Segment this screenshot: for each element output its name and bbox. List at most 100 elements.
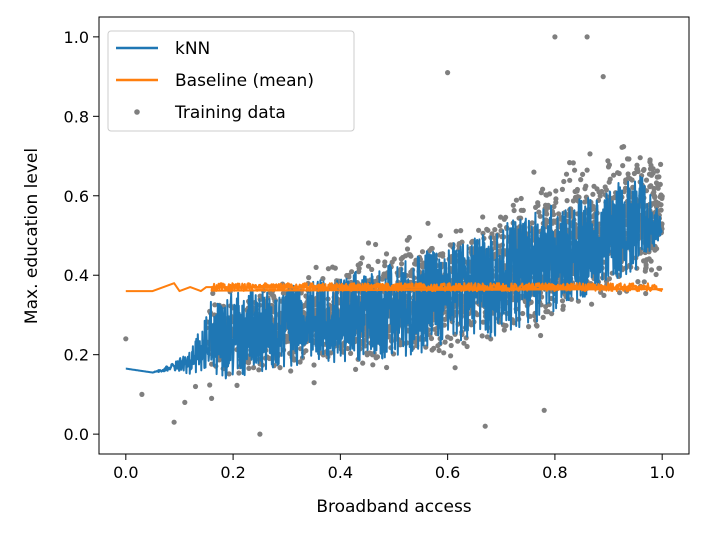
training-point <box>482 423 488 429</box>
training-point <box>621 144 627 150</box>
training-point <box>526 324 532 330</box>
legend-training-label: Training data <box>174 103 286 123</box>
training-point <box>382 259 388 265</box>
training-point <box>543 304 549 310</box>
x-tick-label: 0.2 <box>220 463 245 482</box>
training-point <box>489 231 495 237</box>
training-point <box>560 306 566 312</box>
legend-knn-label: kNN <box>175 39 210 59</box>
training-point <box>436 347 442 354</box>
training-point <box>518 215 524 221</box>
training-point <box>440 253 446 259</box>
training-point <box>513 197 520 203</box>
x-tick-label: 1.0 <box>649 463 674 482</box>
training-point <box>567 160 573 166</box>
training-point <box>306 275 312 281</box>
training-point <box>601 292 607 298</box>
training-point <box>590 191 596 197</box>
training-point <box>469 239 475 245</box>
training-point <box>288 368 294 374</box>
training-point <box>364 350 370 356</box>
training-point <box>461 340 467 346</box>
y-axis-label: Max. education level <box>22 148 42 324</box>
training-point <box>171 419 177 425</box>
y-tick-label: 0.2 <box>64 346 89 365</box>
training-point <box>536 209 542 215</box>
training-point <box>425 220 431 226</box>
training-point <box>559 298 566 304</box>
training-point <box>370 362 376 368</box>
training-point <box>455 338 461 344</box>
legend-training-swatch <box>134 109 140 115</box>
training-point <box>597 193 603 199</box>
training-point <box>297 359 303 365</box>
training-point <box>452 365 458 371</box>
training-point <box>551 203 557 210</box>
training-point <box>419 249 426 255</box>
training-point <box>580 171 586 177</box>
training-point <box>373 241 379 248</box>
training-point <box>442 339 448 345</box>
training-point <box>647 166 654 172</box>
training-point <box>654 246 660 252</box>
training-point <box>529 220 535 226</box>
training-point <box>655 185 661 191</box>
training-point <box>257 431 263 437</box>
y-axis: 0.0 0.2 0.4 0.6 0.8 1.0 <box>64 28 99 444</box>
training-point <box>501 327 507 333</box>
training-point <box>510 202 516 208</box>
training-point <box>584 34 590 40</box>
training-point <box>458 228 464 234</box>
training-point <box>535 202 541 208</box>
training-point <box>480 214 486 220</box>
y-tick-label: 0.0 <box>64 425 89 444</box>
training-point <box>564 198 570 204</box>
training-point <box>545 202 551 208</box>
training-point <box>537 213 543 219</box>
training-point <box>365 240 372 246</box>
training-point <box>606 162 613 168</box>
y-tick-label: 0.4 <box>64 266 89 285</box>
y-tick-label: 0.8 <box>64 107 89 126</box>
training-point <box>192 383 199 390</box>
training-point <box>139 391 145 397</box>
training-point <box>552 34 558 40</box>
training-point <box>383 251 390 257</box>
training-point <box>355 262 361 268</box>
training-point <box>648 183 654 189</box>
training-point <box>563 171 570 177</box>
training-point <box>556 211 562 217</box>
training-point <box>654 174 660 180</box>
training-point <box>349 269 355 275</box>
x-tick-label: 0.4 <box>328 463 353 482</box>
training-point <box>348 350 354 356</box>
training-point <box>311 362 317 368</box>
training-point <box>520 310 526 317</box>
training-point <box>207 382 213 388</box>
training-point <box>561 178 567 185</box>
training-point <box>642 258 649 265</box>
training-point <box>311 380 317 386</box>
training-point <box>356 269 362 275</box>
training-point <box>498 214 504 220</box>
training-point <box>518 207 524 213</box>
training-point <box>589 301 595 307</box>
training-point <box>453 228 459 234</box>
training-point <box>448 353 454 359</box>
training-point <box>553 196 559 202</box>
training-point <box>657 194 663 200</box>
training-point <box>437 233 443 239</box>
training-point <box>631 170 638 177</box>
training-point <box>484 226 490 232</box>
training-point <box>643 290 649 297</box>
training-point <box>375 258 381 264</box>
training-point <box>210 290 216 296</box>
training-point <box>518 195 524 202</box>
legend: kNN Baseline (mean) Training data <box>107 30 355 132</box>
training-point <box>353 366 359 372</box>
training-point <box>578 177 584 183</box>
training-point <box>634 162 640 168</box>
training-point <box>607 176 613 182</box>
y-tick-label: 1.0 <box>64 28 89 47</box>
x-tick-label: 0.6 <box>435 463 460 482</box>
